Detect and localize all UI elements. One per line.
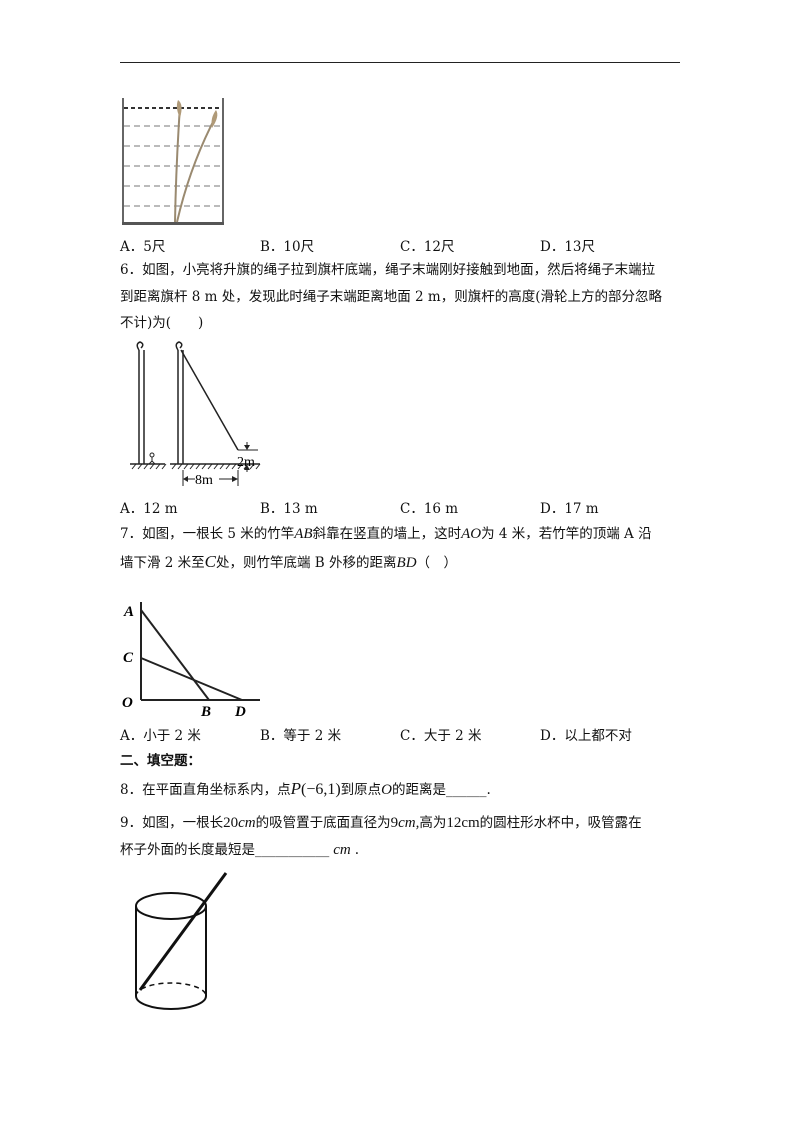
q6-option-a: A．12 m <box>120 501 178 517</box>
q6-line-2: 到距离旗杆 8 m 处，发现此时绳子末端距离地面 2 m，则旗杆的高度(滑轮上方… <box>120 289 663 305</box>
q8-point-p: P <box>290 779 301 798</box>
q6-options: A．12 m B．13 m C．16 m D．17 m <box>120 497 680 517</box>
q6-line-1: 6．如图，小亮将升旗的绳子拉到旗杆底端，绳子末端刚好接触到地面，然后将绳子末端拉 <box>120 262 656 278</box>
q6-line-3: 不计)为( ) <box>120 315 204 331</box>
q7-segment-bd: BD <box>396 555 417 571</box>
q5-option-b: B．10尺 <box>260 239 315 255</box>
q8-coordinates: (−6,1) <box>300 781 341 798</box>
q7-label-o: O <box>122 695 133 711</box>
q5-option-a: A．5尺 <box>120 239 166 255</box>
q7-point-c: C <box>204 552 217 571</box>
q5-figure-tank <box>122 98 224 225</box>
q7-option-d: D．以上都不对 <box>540 728 632 744</box>
q7-line-2: 墙下滑 2 米至C处，则竹竿底端 B 外移的距离BD（ ） <box>120 552 458 571</box>
q6-label-8m: 8m <box>195 473 213 488</box>
q9-line-2: 杯子外面的长度最短是___________ cm. <box>120 842 360 858</box>
q7-segment-ao: AO <box>461 526 482 542</box>
q7-label-a: A <box>123 604 134 620</box>
q9-unit-cm: cm <box>333 842 351 858</box>
q9-line-1: 9．如图，一根长20cm的吸管置于底面直径为9cm,高为12cm的圆柱形水杯中，… <box>120 815 642 831</box>
q6-figure-flagpole: 2m 8m <box>130 341 261 488</box>
q8-origin-o: O <box>381 782 393 798</box>
q6-label-2m: 2m <box>237 455 255 470</box>
header-rule <box>120 62 680 63</box>
q7-figure-ladder: A C O B D <box>122 602 260 720</box>
q6-option-d: D．17 m <box>540 501 599 517</box>
q5-option-d: D．13尺 <box>540 239 596 255</box>
q7-label-c: C <box>123 650 134 666</box>
q7-label-b: B <box>200 704 211 720</box>
q9-figure-cylinder-straw <box>135 872 228 1010</box>
q7-label-d: D <box>234 704 246 720</box>
q7-options: A．小于 2 米 B．等于 2 米 C．大于 2 米 D．以上都不对 <box>120 724 680 744</box>
q7-segment-ab: AB <box>294 526 313 542</box>
q7-line-1: 7．如图，一根长 5 米的竹竿AB斜靠在竖直的墙上，这时AO为 4 米，若竹竿的… <box>120 526 652 542</box>
q7-option-b: B．等于 2 米 <box>260 728 342 744</box>
q5-options: A．5尺 B．10尺 C．12尺 D．13尺 <box>120 235 680 255</box>
q7-option-a: A．小于 2 米 <box>120 728 201 744</box>
q8-line: 8．在平面直角坐标系内，点P(−6,1)到原点O的距离是______. <box>120 779 491 798</box>
section-2-title: 二、填空题： <box>120 753 201 769</box>
q7-option-c: C．大于 2 米 <box>400 728 482 744</box>
q5-option-c: C．12尺 <box>400 239 455 255</box>
q6-option-b: B．13 m <box>260 501 318 517</box>
q6-option-c: C．16 m <box>400 501 459 517</box>
